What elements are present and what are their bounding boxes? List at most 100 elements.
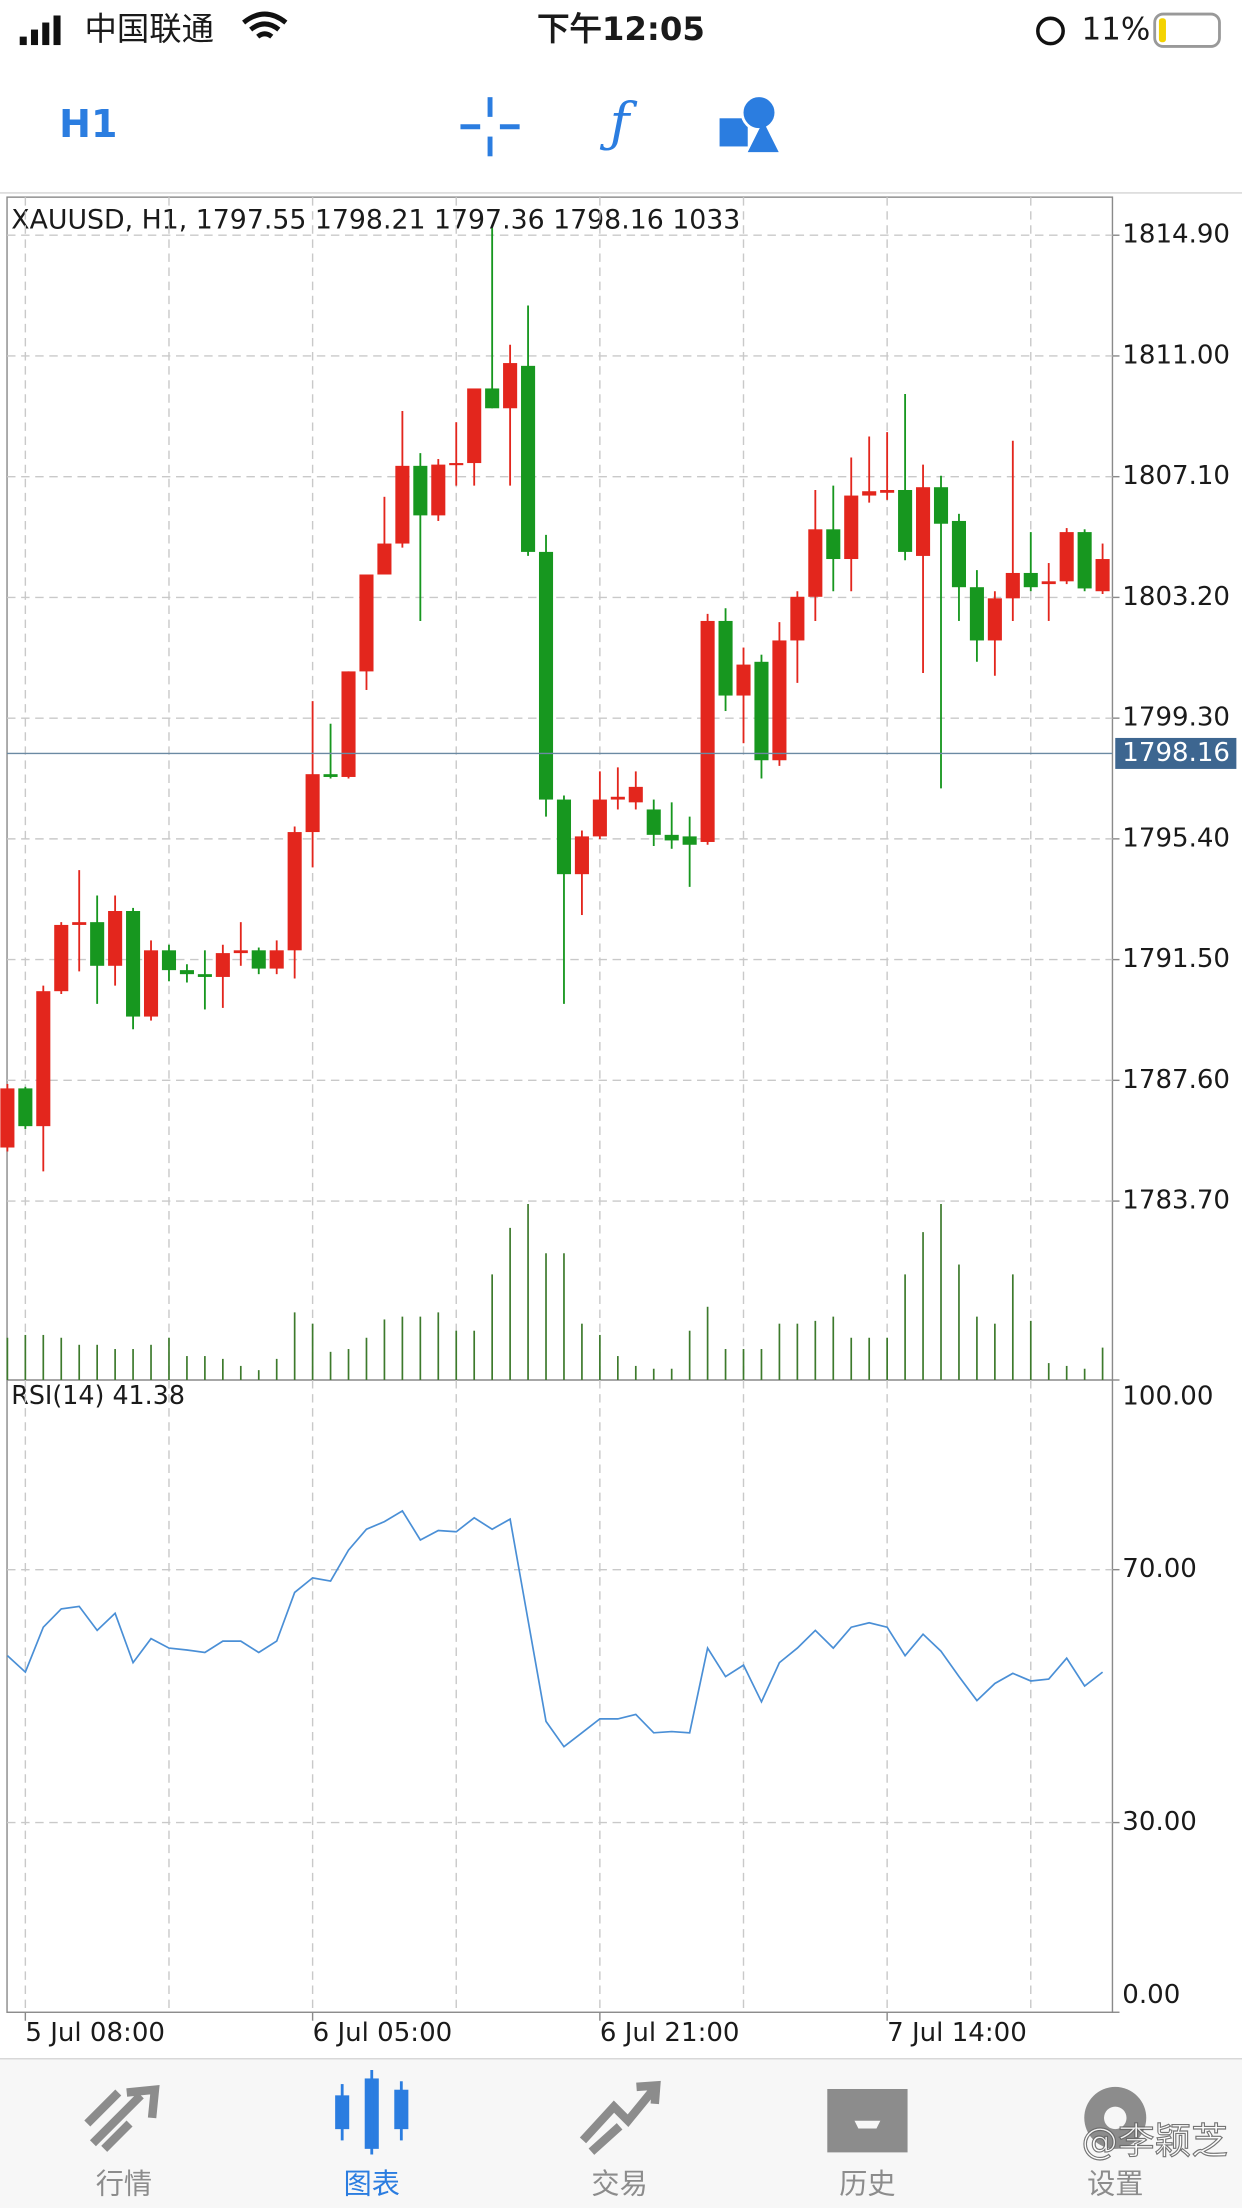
candle-body <box>933 487 949 524</box>
last-price-tag <box>1115 737 1237 769</box>
candle-body <box>143 950 159 1017</box>
candle-body <box>467 388 482 464</box>
x-tick-label: 6 Jul 05:00 <box>313 2018 453 2048</box>
candle-body <box>987 598 1002 641</box>
candle-body <box>485 388 500 409</box>
signal <box>53 15 61 46</box>
candle-body <box>718 620 733 696</box>
y-tick-label: 70.00 <box>1122 1554 1197 1584</box>
chart-icon <box>335 2070 409 2155</box>
tab-bar-bg <box>0 2058 1242 2208</box>
candle-body <box>18 1088 33 1127</box>
candle-body <box>54 924 69 992</box>
candle-body <box>790 596 805 641</box>
watermark: @李颖芝 <box>1081 2120 1227 2163</box>
chart-header: XAUUSD, H1, 1797.55 1798.21 1797.36 1798… <box>11 205 740 236</box>
signal <box>30 29 39 46</box>
candle-body <box>0 1088 15 1148</box>
tab-label[interactable]: 历史 <box>839 2167 895 2200</box>
candle-body <box>951 520 966 588</box>
candle-body <box>664 834 679 841</box>
candle-body <box>898 489 913 552</box>
candle-body <box>736 664 751 696</box>
candle-body <box>1041 581 1056 585</box>
candle-body <box>1059 532 1074 582</box>
candle-body <box>179 970 194 975</box>
candle-body <box>700 620 715 842</box>
candle-body <box>969 587 984 641</box>
candle-body <box>108 911 123 966</box>
candle-body <box>1077 532 1092 589</box>
y-tick-label: 1807.10 <box>1122 461 1230 491</box>
last-price-label: 1798.16 <box>1122 738 1230 768</box>
candle-body <box>1005 572 1020 599</box>
candle-body <box>826 529 841 560</box>
y-tick-label: 1799.30 <box>1122 703 1230 733</box>
y-tick-label: 1787.60 <box>1122 1065 1230 1095</box>
signal <box>42 22 50 46</box>
candle-body <box>359 574 374 672</box>
wifi-icon <box>242 11 288 39</box>
candle-body <box>323 774 338 777</box>
tab-label[interactable]: 交易 <box>591 2167 647 2200</box>
candle-body <box>682 836 697 845</box>
candle-body <box>1095 559 1110 592</box>
candle-body <box>610 796 625 800</box>
candle-body <box>413 465 428 516</box>
candle-body <box>197 974 212 977</box>
clock: 下午12:05 <box>537 10 705 48</box>
candle-body <box>377 543 392 575</box>
candle-body <box>808 529 823 597</box>
battery-text: 11% <box>1081 11 1150 47</box>
crosshair-button[interactable] <box>460 97 520 157</box>
y-tick-label: 1791.50 <box>1122 944 1230 974</box>
candle-body <box>90 922 105 966</box>
history-icon <box>827 2089 908 2153</box>
trade-icon <box>579 2080 661 2155</box>
candle-body <box>538 551 554 800</box>
chart-area: XAUUSD, H1, 1797.55 1798.21 1797.36 1798… <box>0 196 1237 2048</box>
candle-body <box>844 495 859 560</box>
candle-body <box>449 463 464 466</box>
settings-icon-hole <box>1104 2106 1127 2130</box>
y-tick-label: 1811.00 <box>1122 340 1230 370</box>
candle-body <box>341 671 356 777</box>
candle-body <box>126 911 141 1017</box>
candle-body <box>305 774 320 833</box>
x-tick-label: 6 Jul 21:00 <box>600 2018 740 2048</box>
timeframe-button[interactable]: H1 <box>59 102 117 146</box>
candle-body <box>161 950 177 971</box>
candle-body <box>431 464 446 516</box>
tab-label[interactable]: 行情 <box>96 2167 152 2200</box>
candle-body <box>36 991 51 1127</box>
candle-body <box>772 640 787 761</box>
quotes-icon <box>84 2084 160 2152</box>
candle-body <box>287 832 302 951</box>
candle-body <box>1023 572 1038 588</box>
candle-body <box>574 836 589 875</box>
x-tick-label: 7 Jul 14:00 <box>887 2018 1027 2048</box>
rsi-line <box>6 1509 1104 1748</box>
candle-body <box>72 922 87 925</box>
candle-body <box>916 487 931 556</box>
candle-body <box>251 950 266 969</box>
y-tick-label: 1795.40 <box>1122 823 1230 853</box>
candle-body <box>862 491 877 496</box>
candle-body <box>754 661 769 761</box>
candle-body <box>521 365 536 552</box>
candle-body <box>556 799 572 875</box>
tab-label-active[interactable]: 图表 <box>344 2167 400 2200</box>
candle-body <box>880 489 895 493</box>
tab-label[interactable]: 设置 <box>1087 2167 1143 2200</box>
y-tick-label: 30.00 <box>1122 1807 1197 1837</box>
status-bar: 中国联通 下午12:05 11% <box>19 10 1221 48</box>
carrier: 中国联通 <box>84 10 214 48</box>
rsi-title: RSI(14) 41.38 <box>11 1380 185 1410</box>
objects-button[interactable] <box>719 94 779 153</box>
indicator-button[interactable]: ƒ <box>600 91 638 154</box>
candle-body <box>215 953 230 977</box>
signal <box>19 36 27 46</box>
tab-bar: 行情 图表 交易 历史 设置 @李颖芝 <box>0 2058 1242 2208</box>
